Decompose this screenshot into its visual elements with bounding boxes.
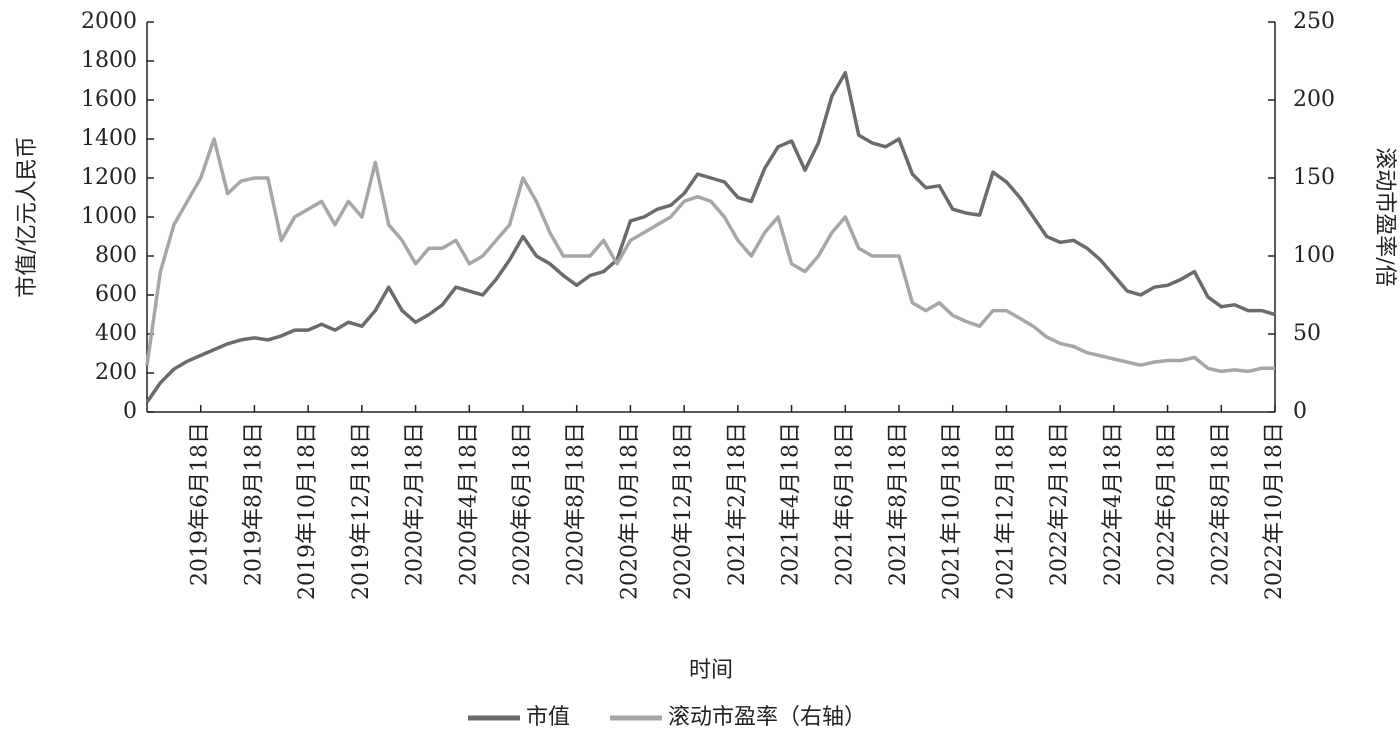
x-tick-label: 2022年6月18日 (1155, 422, 1180, 586)
y-tick-label: 1000 (81, 204, 137, 229)
x-tick-label: 2021年10月18日 (940, 422, 965, 600)
y-tick-label: 600 (95, 282, 137, 307)
x-tick-label: 2019年6月18日 (188, 422, 213, 586)
y2-tick-label: 250 (1293, 9, 1335, 34)
x-tick-label: 2022年8月18日 (1208, 422, 1233, 586)
x-tick-label: 2022年2月18日 (1047, 422, 1072, 586)
x-tick-label: 2019年12月18日 (349, 422, 374, 600)
x-tick-label: 2022年10月18日 (1262, 422, 1287, 600)
x-tick-label: 2020年8月18日 (564, 422, 589, 586)
x-tick-label: 2020年10月18日 (617, 422, 642, 600)
x-tick-label: 2020年12月18日 (671, 422, 696, 600)
x-tick-label: 2019年8月18日 (241, 422, 266, 586)
x-tick-label: 2020年4月18日 (456, 422, 481, 586)
x-tick-label: 2020年2月18日 (403, 422, 428, 586)
x-tick-label: 2021年4月18日 (779, 422, 804, 586)
y2-tick-label: 150 (1293, 165, 1335, 190)
legend-label: 滚动市盈率（右轴） (668, 705, 866, 730)
y-tick-label: 800 (95, 243, 137, 268)
legend-label: 市值 (526, 705, 570, 730)
y-tick-label: 1600 (81, 87, 137, 112)
x-tick-label: 2021年6月18日 (832, 422, 857, 586)
y2-axis-label: 滚动市盈率/倍 (1372, 147, 1397, 286)
y-axis-label: 市值/亿元人民币 (15, 136, 40, 297)
x-axis-label: 时间 (689, 658, 733, 683)
y-tick-label: 2000 (81, 9, 137, 34)
y-tick-label: 1200 (81, 165, 137, 190)
y-tick-label: 400 (95, 321, 137, 346)
y2-tick-label: 200 (1293, 87, 1335, 112)
y2-tick-label: 100 (1293, 243, 1335, 268)
x-tick-label: 2021年12月18日 (993, 422, 1018, 600)
y2-tick-label: 0 (1293, 399, 1307, 424)
y-tick-label: 1800 (81, 48, 137, 73)
y-tick-label: 200 (95, 360, 137, 385)
series-line (145, 70, 1276, 404)
series-line (145, 137, 1275, 374)
x-tick-label: 2019年10月18日 (295, 422, 320, 600)
y-tick-label: 1400 (81, 126, 137, 151)
x-tick-label: 2021年2月18日 (725, 422, 750, 586)
y2-tick-label: 50 (1293, 321, 1321, 346)
x-tick-label: 2021年8月18日 (886, 422, 911, 586)
x-tick-label: 2020年6月18日 (510, 422, 535, 586)
y-tick-label: 0 (123, 399, 137, 424)
x-tick-label: 2022年4月18日 (1101, 422, 1126, 586)
